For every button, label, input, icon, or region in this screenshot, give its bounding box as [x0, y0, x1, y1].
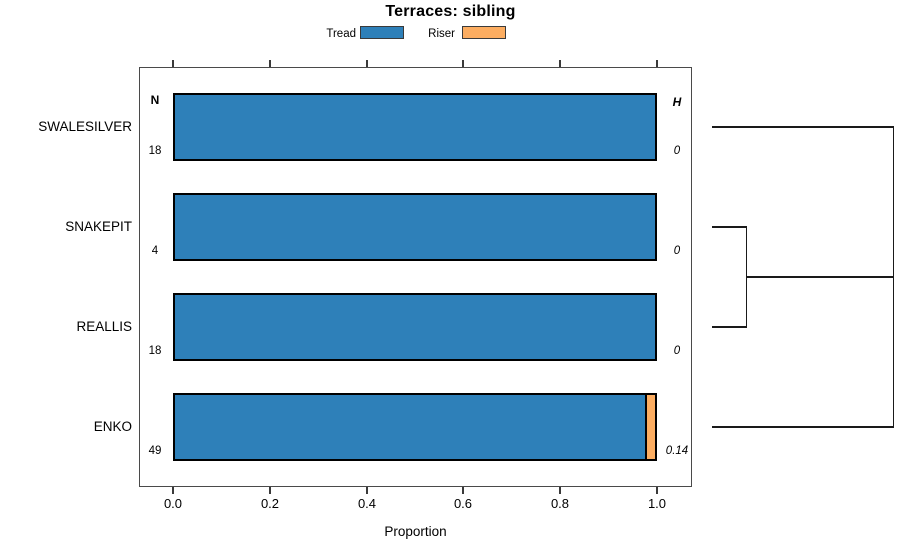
x-tick-top: [366, 60, 368, 67]
dendrogram-leaf-snakepit: [712, 226, 747, 228]
dendrogram-root: [892, 126, 894, 428]
legend-swatch-riser-icon: [462, 26, 506, 39]
x-tick-top: [559, 60, 561, 67]
legend-label-riser: Riser: [428, 28, 455, 40]
bar-segment-tread: [175, 295, 655, 359]
h-value: 0.14: [665, 445, 689, 457]
y-label-swalesilver: SWALESILVER: [38, 119, 132, 134]
bar-snakepit: [173, 193, 657, 261]
x-tick-label: 0.0: [163, 496, 183, 511]
chart-title: Terraces: sibling: [385, 3, 516, 20]
y-label-snakepit: SNAKEPIT: [65, 219, 132, 234]
x-tick-bottom: [172, 487, 174, 494]
h-column-header: H: [672, 95, 682, 109]
x-tick-bottom: [656, 487, 658, 494]
h-value: 0: [673, 345, 681, 357]
x-tick-bottom: [269, 487, 271, 494]
bar-enko: [173, 393, 657, 461]
n-value: 49: [148, 445, 162, 457]
x-tick-bottom: [462, 487, 464, 494]
x-axis-title: Proportion: [384, 524, 447, 539]
x-tick-top: [462, 60, 464, 67]
bar-reallis: [173, 293, 657, 361]
h-value: 0: [673, 145, 681, 157]
dendrogram-leaf-swalesilver: [712, 126, 894, 128]
x-tick-label: 1.0: [647, 496, 667, 511]
x-tick-top: [172, 60, 174, 67]
x-tick-top: [656, 60, 658, 67]
n-value: 18: [148, 145, 162, 157]
h-value: 0: [673, 245, 681, 257]
x-tick-bottom: [559, 487, 561, 494]
dendrogram-cluster-link: [746, 276, 894, 278]
x-tick-top: [269, 60, 271, 67]
bar-segment-riser: [645, 395, 655, 459]
x-tick-label: 0.6: [453, 496, 473, 511]
y-label-enko: ENKO: [93, 419, 132, 434]
x-tick-bottom: [366, 487, 368, 494]
x-tick-label: 0.4: [357, 496, 377, 511]
n-value: 4: [151, 245, 159, 257]
n-value: 18: [148, 345, 162, 357]
bar-segment-tread: [175, 95, 655, 159]
x-tick-label: 0.2: [260, 496, 280, 511]
bar-swalesilver: [173, 93, 657, 161]
dendrogram-leaf-reallis: [712, 326, 747, 328]
x-tick-label: 0.8: [550, 496, 570, 511]
bar-segment-tread: [175, 195, 655, 259]
y-label-reallis: REALLIS: [76, 319, 132, 334]
legend-label-tread: Tread: [326, 28, 356, 40]
dendrogram-leaf-enko: [712, 426, 894, 428]
legend-swatch-tread-icon: [360, 26, 404, 39]
n-column-header: N: [150, 93, 160, 107]
bar-segment-tread: [175, 395, 646, 459]
